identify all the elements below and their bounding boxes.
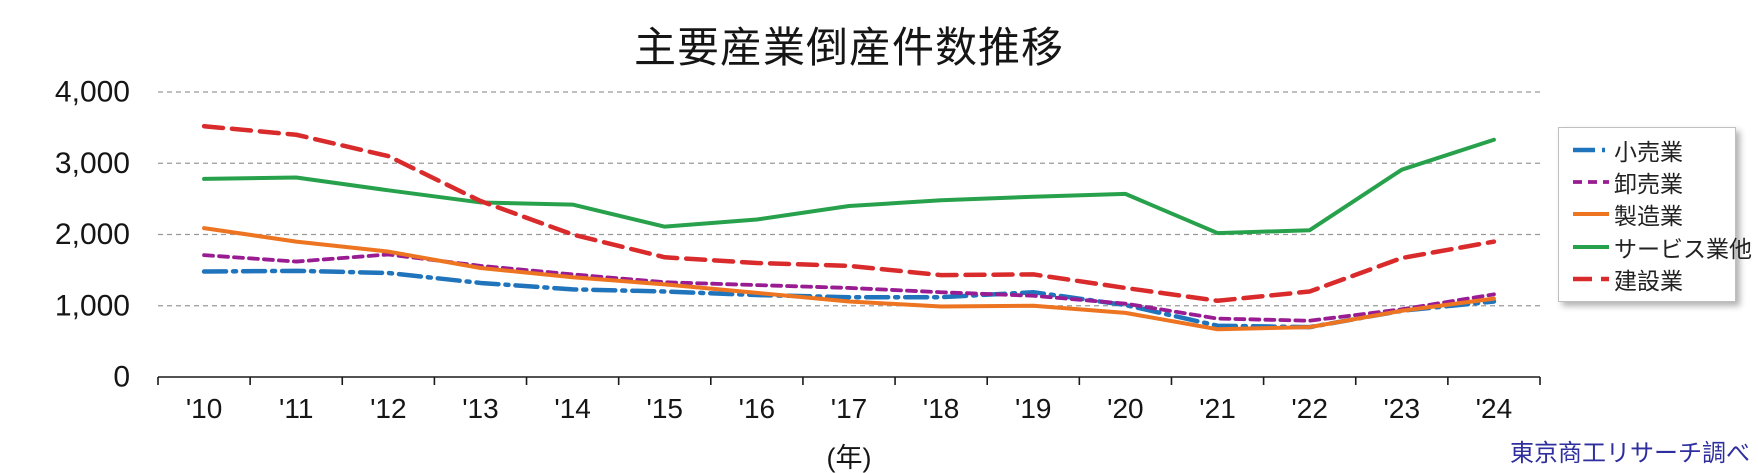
x-tick-label: '16 xyxy=(739,393,776,424)
series-line-サービス業他 xyxy=(202,137,1496,236)
x-tick-label: '20 xyxy=(1107,393,1144,424)
legend-line-swatch xyxy=(1573,180,1609,185)
x-tick-label: '10 xyxy=(186,393,223,424)
legend-line-swatch xyxy=(1573,147,1609,153)
y-tick-label: 4,000 xyxy=(55,76,130,109)
x-tick-label: '13 xyxy=(462,393,499,424)
legend-line-swatch xyxy=(1573,276,1609,282)
legend-item: 小売業 xyxy=(1573,135,1735,165)
source-note: 東京商工リサーチ調べ xyxy=(1510,440,1750,467)
x-tick-label: '15 xyxy=(646,393,683,424)
legend-label: サービス業他 xyxy=(1614,235,1752,262)
legend-label: 製造業 xyxy=(1614,203,1683,230)
legend-item: 製造業 xyxy=(1573,199,1735,229)
y-tick-label: 1,000 xyxy=(55,289,130,322)
series-line-卸売業 xyxy=(202,252,1496,323)
x-tick-label: '12 xyxy=(370,393,407,424)
y-tick-label: 2,000 xyxy=(55,218,130,251)
legend-line-swatch xyxy=(1573,244,1609,249)
chart-title: 主要産業倒産件数推移 xyxy=(633,24,1064,71)
series-line-建設業 xyxy=(201,123,1497,304)
x-tick-label: '18 xyxy=(923,393,960,424)
x-tick-label: '14 xyxy=(554,393,591,424)
y-tick-label: 0 xyxy=(113,361,130,394)
x-tick-label: '11 xyxy=(279,393,313,424)
x-tick-label: '22 xyxy=(1291,393,1328,424)
y-tick-label: 3,000 xyxy=(55,147,130,180)
legend-item: 建設業 xyxy=(1573,264,1735,294)
x-tick-label: '24 xyxy=(1476,393,1513,424)
legend-line-swatch xyxy=(1573,212,1609,217)
legend-label: 建設業 xyxy=(1614,267,1683,294)
x-tick-label: '21 xyxy=(1199,393,1236,424)
x-tick-label: '19 xyxy=(1015,393,1052,424)
legend-item: 卸売業 xyxy=(1573,167,1735,197)
x-tick-label: '23 xyxy=(1384,393,1421,424)
x-tick-label: '17 xyxy=(831,393,868,424)
series-line-製造業 xyxy=(202,226,1496,332)
x-axis-title: (年) xyxy=(826,443,872,473)
series-line-小売業 xyxy=(201,268,1497,330)
chart-legend: 小売業卸売業製造業サービス業他 建設業 xyxy=(1558,127,1752,302)
legend-item: サービス業他 xyxy=(1573,232,1752,262)
legend-label: 卸売業 xyxy=(1614,171,1683,198)
legend-label: 小売業 xyxy=(1614,139,1683,166)
